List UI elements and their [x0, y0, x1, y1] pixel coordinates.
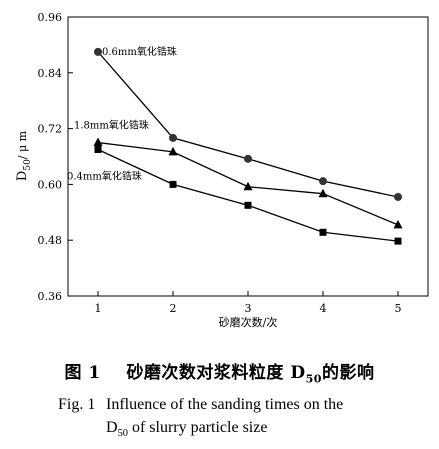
data-point-square	[244, 201, 252, 209]
ticks-layer: 0.36 0.48 0.60 0.72 0.84 0.96 1 2 3 4 5	[38, 11, 402, 315]
caption-cn-sub: 50	[305, 372, 322, 386]
data-point-square	[94, 146, 102, 154]
caption-en-label: Fig. 1	[58, 396, 96, 413]
y-tick-label: 0.84	[38, 67, 63, 80]
series-label: 0.6mm氧化锆珠	[102, 45, 177, 58]
data-point-square	[319, 228, 327, 236]
svg-text:D50/ μ m: D50/ μ m	[15, 130, 33, 181]
data-point-square	[394, 237, 402, 245]
y-axis-label-sub: 50	[23, 159, 33, 171]
series-square	[94, 146, 402, 245]
y-axis-label-unit: / μ m	[16, 130, 29, 159]
y-axis-label-main: D	[15, 171, 30, 181]
series-circle	[94, 47, 402, 201]
data-point-square	[169, 180, 177, 188]
data-point-triangle	[243, 181, 253, 191]
data-point-triangle	[393, 219, 403, 229]
series-labels-layer: 0.6mm氧化锆珠 1.8mm氧化锆珠 0.4mm氧化锆珠	[67, 45, 177, 183]
data-point-circle	[244, 154, 252, 163]
caption-cn-text-after: 的影响	[321, 363, 375, 383]
y-axis-label: D50/ μ m	[15, 130, 33, 181]
series-label: 1.8mm氧化锆珠	[74, 119, 149, 132]
caption-cn-text-before: 砂磨次数对浆料粒度 D	[126, 363, 306, 383]
caption-en-line2-main: D	[106, 419, 118, 436]
x-tick-label: 2	[170, 302, 177, 315]
data-point-triangle	[318, 188, 328, 198]
x-tick-label: 5	[395, 302, 402, 315]
y-tick-label: 0.60	[38, 178, 63, 191]
caption-en-line2-sub: 50	[117, 428, 128, 440]
x-tick-label: 1	[95, 302, 102, 315]
data-point-triangle	[93, 137, 103, 147]
figure-caption-english: Fig. 1 Influence of the sanding times on …	[58, 393, 418, 445]
data-point-circle	[169, 133, 177, 142]
series-line	[97, 148, 399, 242]
line-chart: D50/ μ m 砂磨次数/次 0.36 0.48 0.60 0.72 0.84 0.96…	[15, 11, 429, 329]
chart-svg: D50/ μ m 砂磨次数/次 0.36 0.48 0.60 0.72 0.84 0.96…	[15, 11, 429, 329]
caption-en-line2-rest: of slurry particle size	[127, 419, 268, 436]
x-tick-label: 4	[320, 302, 327, 315]
caption-en-line1: Influence of the sanding times on the	[106, 396, 344, 413]
x-axis-label: 砂磨次数/次	[219, 315, 278, 329]
y-tick-label: 0.36	[38, 290, 63, 303]
x-tick-label: 3	[245, 302, 252, 315]
caption-cn-prefix: 图 1	[64, 363, 101, 383]
series-label: 0.4mm氧化锆珠	[67, 170, 142, 183]
data-point-circle	[394, 192, 402, 201]
data-point-circle	[319, 177, 327, 186]
caption-en-line2: D50 of slurry particle size	[58, 416, 418, 445]
series-layer	[93, 47, 403, 245]
data-point-circle	[94, 47, 102, 56]
y-tick-label: 0.96	[38, 11, 63, 24]
series-triangle	[93, 137, 403, 229]
y-tick-label: 0.72	[38, 123, 63, 136]
y-tick-label: 0.48	[38, 234, 63, 247]
figure-caption-chinese: 图 1 砂磨次数对浆料粒度 D50的影响	[0, 358, 439, 385]
data-point-triangle	[168, 146, 178, 156]
